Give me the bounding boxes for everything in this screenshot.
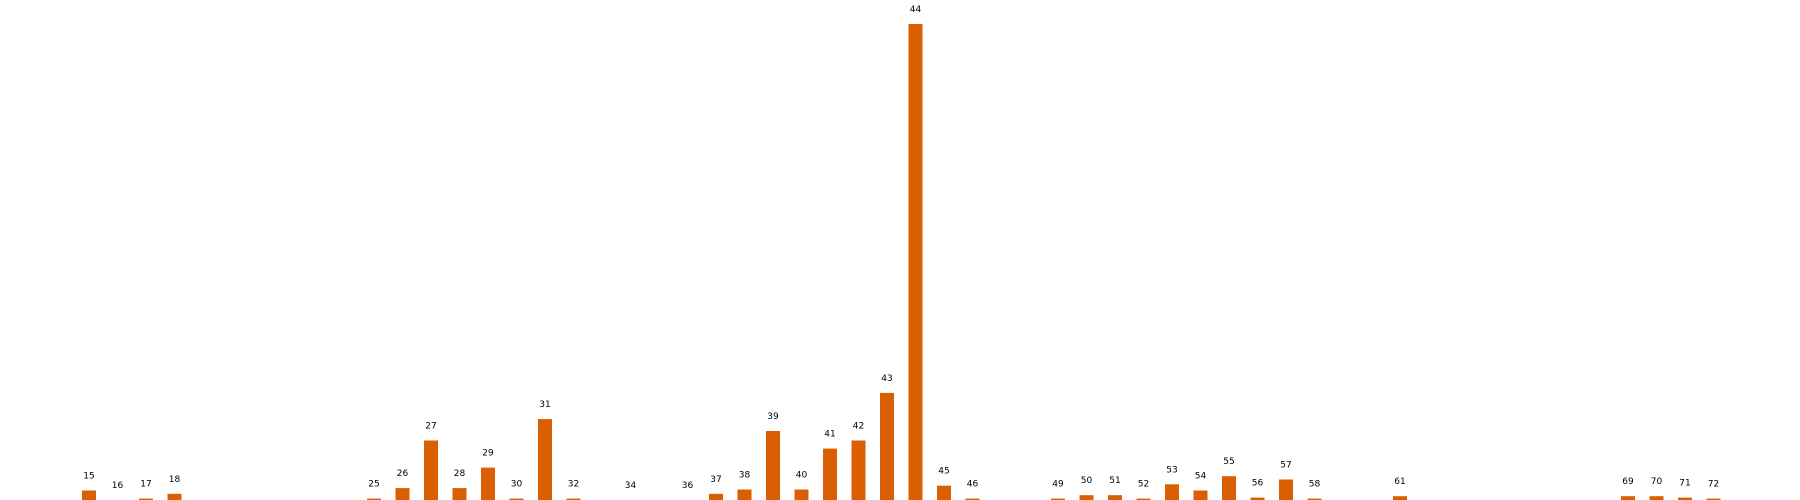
bar-label-34: 34 [625, 481, 637, 491]
bar-17 [139, 498, 153, 500]
bar-71 [1678, 497, 1692, 500]
data-labels-layer: 15 16 17 18 25 26 27 28 29 30 31 32 34 36 37 38 39 40 41 42… [83, 5, 1719, 491]
bar-30 [509, 498, 524, 500]
bar-label-55: 55 [1223, 457, 1234, 467]
bar-label-38: 38 [739, 471, 751, 481]
bar-label-45: 45 [938, 467, 949, 477]
bar-52 [1136, 498, 1151, 500]
bar-26 [395, 488, 410, 500]
bar-70 [1649, 496, 1664, 500]
bar-label-52: 52 [1138, 480, 1149, 490]
bar-label-30: 30 [511, 480, 523, 490]
bar-29 [481, 467, 495, 500]
bar-label-70: 70 [1651, 477, 1663, 487]
bar-37 [709, 493, 723, 500]
bar-46 [965, 498, 980, 500]
bar-label-40: 40 [796, 471, 808, 481]
bar-label-26: 26 [397, 469, 409, 479]
bar-53 [1165, 484, 1179, 500]
bar-label-25: 25 [368, 480, 379, 490]
bar-41 [823, 448, 837, 500]
bar-label-42: 42 [853, 422, 864, 432]
bar-label-69: 69 [1622, 477, 1634, 487]
bar-40 [794, 489, 809, 500]
bar-32 [566, 498, 581, 500]
bar-43 [880, 392, 894, 500]
bar-label-57: 57 [1280, 461, 1291, 471]
bar-15 [82, 490, 96, 500]
bar-56 [1250, 497, 1265, 500]
bar-28 [452, 488, 467, 500]
bar-69 [1621, 496, 1635, 500]
bar-label-37: 37 [710, 475, 721, 485]
bar-54 [1193, 490, 1208, 500]
bar-label-17: 17 [140, 480, 151, 490]
bar-58 [1307, 498, 1322, 500]
bar-label-29: 29 [482, 449, 494, 459]
bar-55 [1222, 476, 1236, 500]
bar-label-27: 27 [425, 422, 436, 432]
bar-51 [1108, 495, 1122, 500]
bar-label-56: 56 [1252, 479, 1264, 489]
bar-57 [1279, 479, 1293, 500]
bar-label-50: 50 [1081, 476, 1093, 486]
bar-label-71: 71 [1679, 479, 1690, 489]
bar-label-18: 18 [169, 475, 181, 485]
bar-18 [167, 493, 182, 500]
bar-label-58: 58 [1309, 480, 1321, 490]
bar-label-36: 36 [682, 481, 694, 491]
bar-label-16: 16 [112, 481, 124, 491]
bar-50 [1079, 495, 1094, 500]
bar-label-72: 72 [1708, 480, 1719, 490]
bar-label-39: 39 [767, 412, 779, 422]
bar-25 [367, 498, 381, 500]
bar-label-54: 54 [1195, 472, 1207, 482]
bar-61 [1393, 496, 1407, 500]
bar-31 [538, 419, 552, 500]
bar-38 [737, 489, 752, 500]
bar-72 [1706, 498, 1721, 500]
bar-39 [766, 431, 780, 500]
bar-label-28: 28 [454, 469, 466, 479]
bar-label-32: 32 [568, 480, 579, 490]
bar-label-15: 15 [83, 472, 94, 482]
bar-label-53: 53 [1166, 465, 1177, 475]
bar-label-31: 31 [539, 400, 550, 410]
bar-label-41: 41 [824, 430, 835, 440]
bar-49 [1051, 498, 1065, 500]
bar-label-49: 49 [1052, 480, 1064, 490]
bar-label-51: 51 [1109, 476, 1120, 486]
bars-layer [82, 24, 1721, 500]
bar-label-44: 44 [910, 5, 922, 15]
bar-42 [851, 440, 866, 500]
bar-label-43: 43 [881, 374, 892, 384]
bar-27 [424, 440, 438, 500]
bar-44 [908, 24, 923, 500]
bar-label-61: 61 [1394, 477, 1405, 487]
bar-45 [937, 485, 951, 500]
bar-label-46: 46 [967, 480, 979, 490]
